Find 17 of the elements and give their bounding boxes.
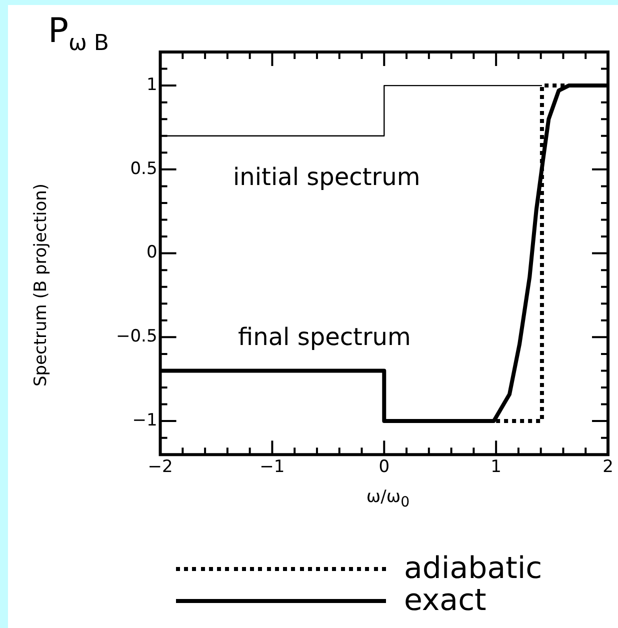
- y-tick-label: −0.5: [116, 326, 158, 347]
- x-tick-label: 2: [602, 457, 614, 478]
- y-tick-label: 0: [146, 242, 158, 263]
- y-tick-label: −1: [132, 410, 158, 430]
- annotation: final spectrum: [238, 323, 411, 351]
- chart-title: P$_{ω B}$: [48, 11, 110, 56]
- y-tick-label: 1: [146, 74, 158, 95]
- x-tick-label: 1: [490, 457, 502, 478]
- y-tick-label: 0.5: [130, 158, 158, 179]
- legend-label: exact: [404, 583, 486, 618]
- x-axis-title: ω/ω$_{0}$: [365, 487, 411, 510]
- x-tick-label: 0: [378, 457, 390, 478]
- legend-label: adiabatic: [404, 551, 542, 586]
- annotation: initial spectrum: [233, 163, 420, 191]
- x-tick-label: −1: [260, 457, 285, 478]
- y-axis-title: Spectrum (B projection): [31, 182, 51, 389]
- x-tick-label: −2: [148, 457, 173, 478]
